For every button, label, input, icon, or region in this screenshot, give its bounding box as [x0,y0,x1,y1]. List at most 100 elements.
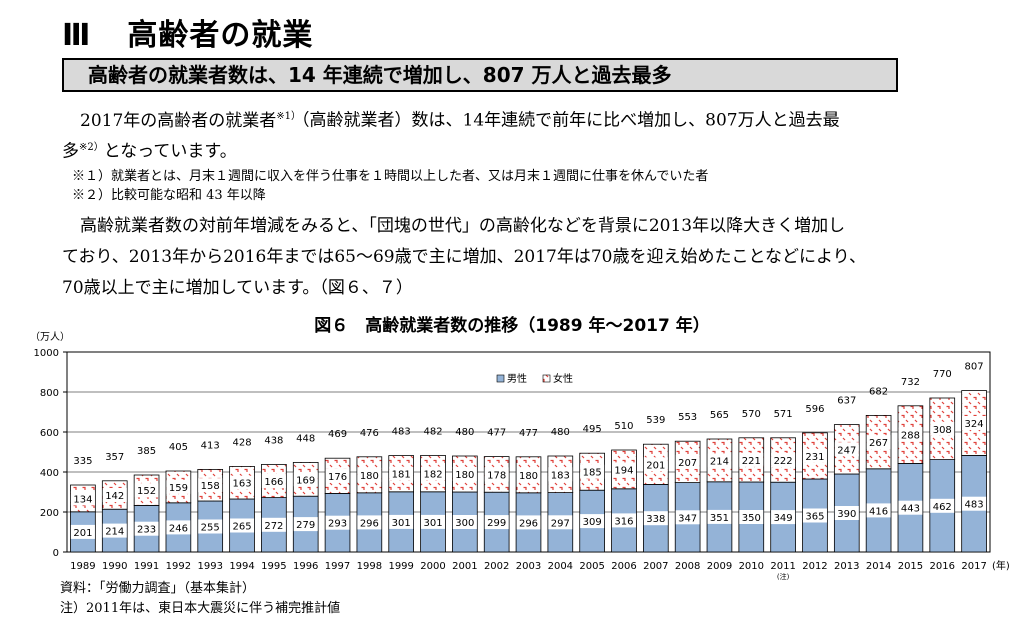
data-label-total: 571 [774,409,793,420]
data-label-female: 221 [742,456,761,467]
label-bg-male [580,514,605,529]
x-tick-label: 1996 [293,561,318,572]
para1-text-b: （高齢就業者）数は、14年連続で前年に比べ増加し、807万人と過去最 [301,110,840,131]
label-bg-female [548,467,573,482]
data-label-total: 335 [73,456,92,467]
data-label-male: 214 [105,527,124,538]
data-label-female: 288 [901,431,920,442]
paragraph-2-line-1: 高齢就業者数の対前年増減をみると、「団塊の世代」の高齢化などを背景に2013年以… [62,212,845,240]
label-bg-female [421,466,446,481]
data-label-total: 448 [296,433,315,444]
data-label-male: 301 [423,518,442,529]
data-label-total: 477 [519,428,538,439]
data-label-male: 255 [201,523,220,534]
x-tick-label: 2017 [961,561,986,572]
label-bg-female [134,483,159,498]
x-tick-label: 2009 [707,561,732,572]
data-label-female: 176 [328,472,347,483]
data-label-male: 316 [614,516,633,527]
para1-text-a: 2017年の高齢者の就業者 [80,110,277,131]
data-label-total: 357 [105,452,124,463]
data-label-male: 296 [360,518,379,529]
x-tick-label: 2008 [675,561,700,572]
headline-text: 高齢者の就業者数は、14 年連続で増加し、807 万人と過去最多 [88,63,672,87]
x-tick-label: 2010 [739,561,764,572]
data-label-male: 293 [328,519,347,530]
footnote-ref-2: ※2） [79,142,104,153]
label-bg-male [866,503,891,518]
data-label-total: 413 [201,440,220,451]
section-title-text: 高齢者の就業 [127,18,314,53]
x-tick-label: 1990 [102,561,127,572]
label-bg-female [771,453,796,467]
label-bg-female [643,457,668,472]
label-bg-male [771,510,796,525]
data-label-female: 180 [455,470,474,481]
label-bg-male [357,515,382,530]
x-tick-label: 1989 [70,561,95,572]
data-label-total: 539 [646,415,665,426]
data-label-male: 301 [392,518,411,529]
label-bg-male [389,514,414,529]
x-tick-label: 2016 [930,561,955,572]
x-tick-label: 2000 [420,561,445,572]
label-bg-male [198,519,223,534]
x-tick-label: 1992 [166,561,191,572]
data-label-male: 443 [901,504,920,515]
data-label-male: 462 [933,502,952,513]
legend-swatch-male [496,374,505,383]
x-tick-label: 2011 [770,561,795,572]
data-label-total: 510 [614,421,633,432]
data-label-total: 732 [901,377,920,388]
label-bg-male [516,515,541,530]
data-label-female: 183 [551,470,570,481]
x-tick-label: 1997 [325,561,350,572]
data-label-total: 469 [328,429,347,440]
x-tick-label: 2013 [834,561,859,572]
y-tick-label: 600 [40,428,59,439]
footnote-1: ※１）就業者とは、月末１週間に収入を伴う仕事を１時間以上した者、又は月末１週間に… [72,169,709,184]
paragraph-2-line-3: 70歳以上で主に増加しています。（図６、７） [62,278,413,298]
footnote-2: ※２）比較可能な昭和 43 年以降 [72,188,266,203]
y-axis-label: （万人） [30,331,70,343]
label-bg-female [516,467,541,482]
label-bg-female [675,454,700,469]
data-label-male: 416 [869,506,888,517]
label-bg-male [643,511,668,526]
x-tick-label: 1995 [261,561,286,572]
legend-label-female: 女性 [553,372,573,385]
data-label-total: 385 [137,446,156,457]
data-label-male: 365 [805,512,824,523]
footnote-2011: 注）2011年は、東日本大震災に伴う補完推計値 [60,601,341,616]
label-bg-female [739,452,764,467]
label-bg-male [930,498,955,513]
label-bg-female [580,464,605,479]
data-label-male: 483 [965,500,984,511]
label-bg-female [962,416,987,430]
y-tick-label: 200 [40,508,59,519]
paragraph-1-line-2: 多※2）となっています。 [62,134,237,166]
data-label-male: 390 [837,509,856,520]
label-bg-female [261,474,286,488]
label-bg-female [102,488,127,502]
data-label-total: 405 [169,442,188,453]
x-tick-note: (注) [777,572,790,581]
data-label-female: 180 [360,471,379,482]
label-bg-female [866,435,891,450]
label-bg-female [898,427,923,442]
data-label-total: 570 [742,409,761,420]
data-label-male: 279 [296,520,315,531]
data-label-total: 596 [805,404,824,415]
data-label-female: 142 [105,491,124,502]
label-bg-female [166,479,191,494]
data-label-total: 438 [264,435,283,446]
para1-text-c: 多 [62,141,79,162]
label-bg-male [261,517,286,532]
label-bg-male [325,515,350,530]
source-note: 資料：「労働力調査」（基本集計） [60,581,256,596]
label-bg-male [611,513,636,528]
x-tick-label: 2004 [548,561,573,572]
x-tick-label: 1998 [357,561,382,572]
paragraph-2-line-2: ており、2013年から2016年までは65～69歳で主に増加、2017年は70歳… [62,247,866,267]
